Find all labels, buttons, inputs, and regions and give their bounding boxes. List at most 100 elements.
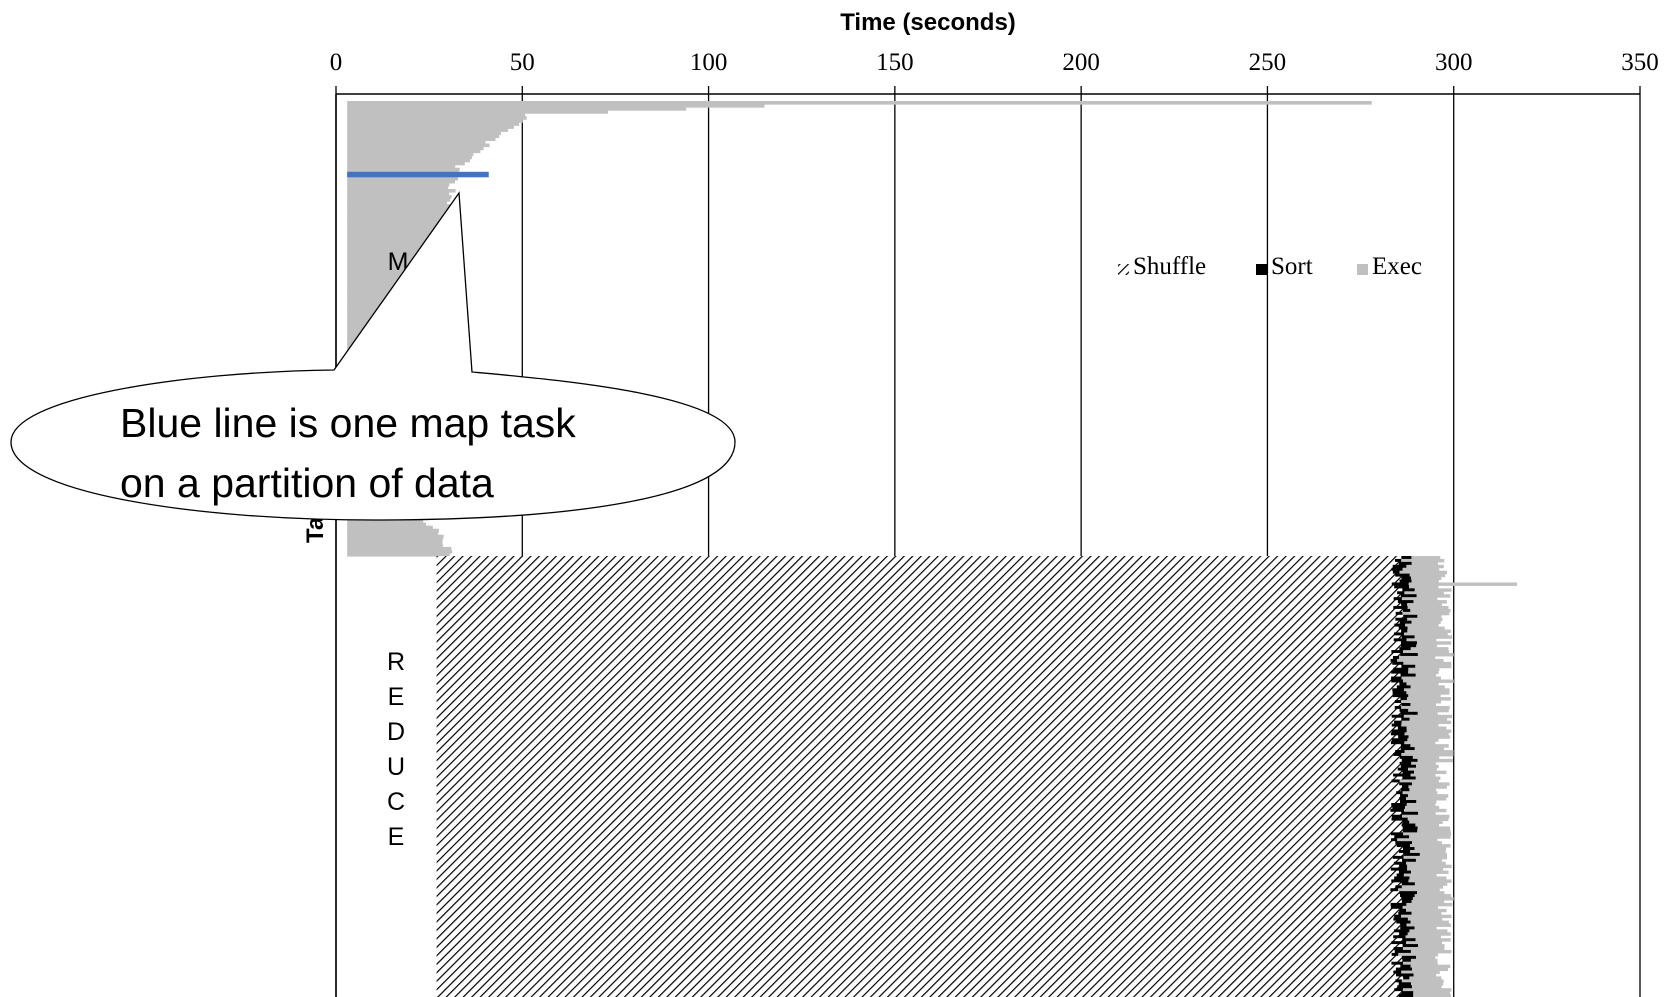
reduce-shuffle-bar <box>1382 914 1395 919</box>
reduce-shuffle-bar <box>1382 835 1395 839</box>
legend-swatch-exec <box>1357 264 1368 275</box>
map-task-bar <box>347 137 496 142</box>
reduce-sort-bar <box>1400 794 1409 798</box>
reduce-shuffle-bar <box>1382 850 1399 854</box>
reduce-sort-bar <box>1393 861 1407 866</box>
reduce-exec-bar <box>1401 597 1438 601</box>
reduce-shuffle-bar <box>1382 638 1394 642</box>
reduce-exec-bar <box>1410 850 1446 854</box>
reduce-sort-bar <box>1394 558 1402 563</box>
reduce-shuffle-bar <box>1382 923 1401 927</box>
map-task-bar <box>347 185 449 190</box>
reduce-exec-bar <box>1408 785 1447 789</box>
reduce-exec-bar <box>1413 973 1437 977</box>
map-task-bar <box>347 246 432 251</box>
reduce-shuffle-bar <box>1382 744 1401 748</box>
reduce-shuffle-bar <box>1382 664 1402 669</box>
reduce-exec-bar <box>1412 755 1440 760</box>
reduce-label-letter: U <box>387 753 405 781</box>
reduce-shuffle-bar <box>1382 591 1398 595</box>
reduce-sort-bar <box>1400 697 1407 701</box>
reduce-shuffle-bar <box>1382 891 1400 895</box>
map-task-bar <box>347 283 408 287</box>
reduce-sort-bar <box>1398 735 1409 739</box>
reduce-exec-bar <box>1406 923 1451 927</box>
map-task-bar <box>347 119 523 123</box>
reduce-sort-bar <box>1391 779 1400 783</box>
reduce-sort-bar <box>1395 573 1410 578</box>
reduce-sort-bar <box>1390 905 1403 910</box>
reduce-shuffle-bar <box>1382 949 1395 954</box>
reduce-exec-bar <box>1407 629 1451 633</box>
reduce-sort-bar <box>1392 805 1406 810</box>
reduce-shuffle-bar <box>1382 920 1397 924</box>
reduce-sort-bar <box>1399 620 1412 625</box>
reduce-sort-bar <box>1394 949 1411 954</box>
x-tick-label-250: 250 <box>1249 49 1287 76</box>
map-task-bar <box>347 228 448 233</box>
reduce-sort-bar <box>1399 864 1408 869</box>
reduce-shuffle-bar <box>1382 564 1393 569</box>
reduce-exec-bar <box>1404 741 1436 745</box>
reduce-shuffle-bar <box>1382 641 1401 645</box>
reduce-sort-bar <box>1401 664 1416 669</box>
reduce-sort-bar <box>1391 738 1408 742</box>
map-task-bar <box>347 525 433 530</box>
reduce-exec-bar <box>1415 673 1437 678</box>
reduce-sort-bar <box>1393 597 1402 601</box>
reduce-shuffle-bar <box>1382 832 1391 836</box>
reduce-label-letter: E <box>388 823 405 851</box>
reduce-shuffle-bar <box>1382 620 1400 625</box>
map-task-bar <box>347 231 445 236</box>
reduce-sort-bar <box>1391 567 1403 572</box>
callout: Blue line is one map task on a partition… <box>10 191 736 521</box>
reduce-exec-bar <box>1401 914 1452 919</box>
reduce-sort-bar <box>1390 658 1398 663</box>
reduce-exec-bar <box>1406 682 1439 686</box>
map-task-bar <box>347 534 444 539</box>
x-tick-label-50: 50 <box>510 49 535 76</box>
map-task-bar <box>347 319 386 324</box>
reduce-exec-bar <box>1418 944 1445 948</box>
reduce-shuffle-bar <box>1382 732 1391 736</box>
reduce-sort-bar <box>1391 670 1409 675</box>
reduce-shuffle-bar <box>1382 579 1400 583</box>
reduce-shuffle-bar <box>1382 811 1402 816</box>
reduce-exec-bar <box>1416 764 1439 769</box>
reduce-sort-bar <box>1400 964 1411 969</box>
map-task-bar <box>347 234 438 239</box>
map-task-bar <box>347 192 450 196</box>
reduce-exec-bar <box>1406 908 1447 913</box>
reduce-sort-bar <box>1392 661 1404 666</box>
reduce-sort-bar <box>1399 755 1413 760</box>
reduce-exec-bar <box>1409 717 1448 722</box>
reduce-exec-bar <box>1414 588 1452 592</box>
reduce-shuffle-bar <box>1382 644 1401 648</box>
reduce-sort-bar <box>1393 773 1411 777</box>
reduce-sort-bar <box>1394 705 1402 710</box>
map-task-bar <box>347 261 424 266</box>
reduce-exec-bar <box>1414 847 1447 851</box>
reduce-exec-bar <box>1408 794 1449 798</box>
reduce-exec-bar <box>1414 926 1437 930</box>
reduce-exec-bar <box>1416 800 1437 804</box>
reduce-sort-bar <box>1400 894 1415 898</box>
reduce-exec-bar <box>1410 870 1449 875</box>
reduce-sort-bar <box>1398 850 1411 854</box>
reduce-shuffle-bar <box>1382 888 1391 892</box>
reduce-shuffle-bar <box>1382 776 1403 780</box>
reduce-sort-bar <box>1400 764 1417 769</box>
reduce-exec-bar <box>1402 814 1450 819</box>
reduce-sort-bar <box>1400 923 1407 927</box>
reduce-shuffle-bar <box>1382 717 1402 722</box>
reduce-shuffle-bar <box>1382 870 1399 875</box>
reduce-exec-bar <box>1419 852 1447 857</box>
reduce-sort-bar <box>1391 802 1407 807</box>
reduce-exec-bar <box>1407 738 1439 742</box>
callout-text-line-1: Blue line is one map task <box>120 400 576 446</box>
reduce-sort-bar <box>1402 820 1410 825</box>
reduce-sort-bar <box>1396 685 1411 689</box>
map-task-bar <box>347 546 452 551</box>
map-task-bar <box>347 195 452 199</box>
reduce-exec-bar <box>1417 614 1442 619</box>
